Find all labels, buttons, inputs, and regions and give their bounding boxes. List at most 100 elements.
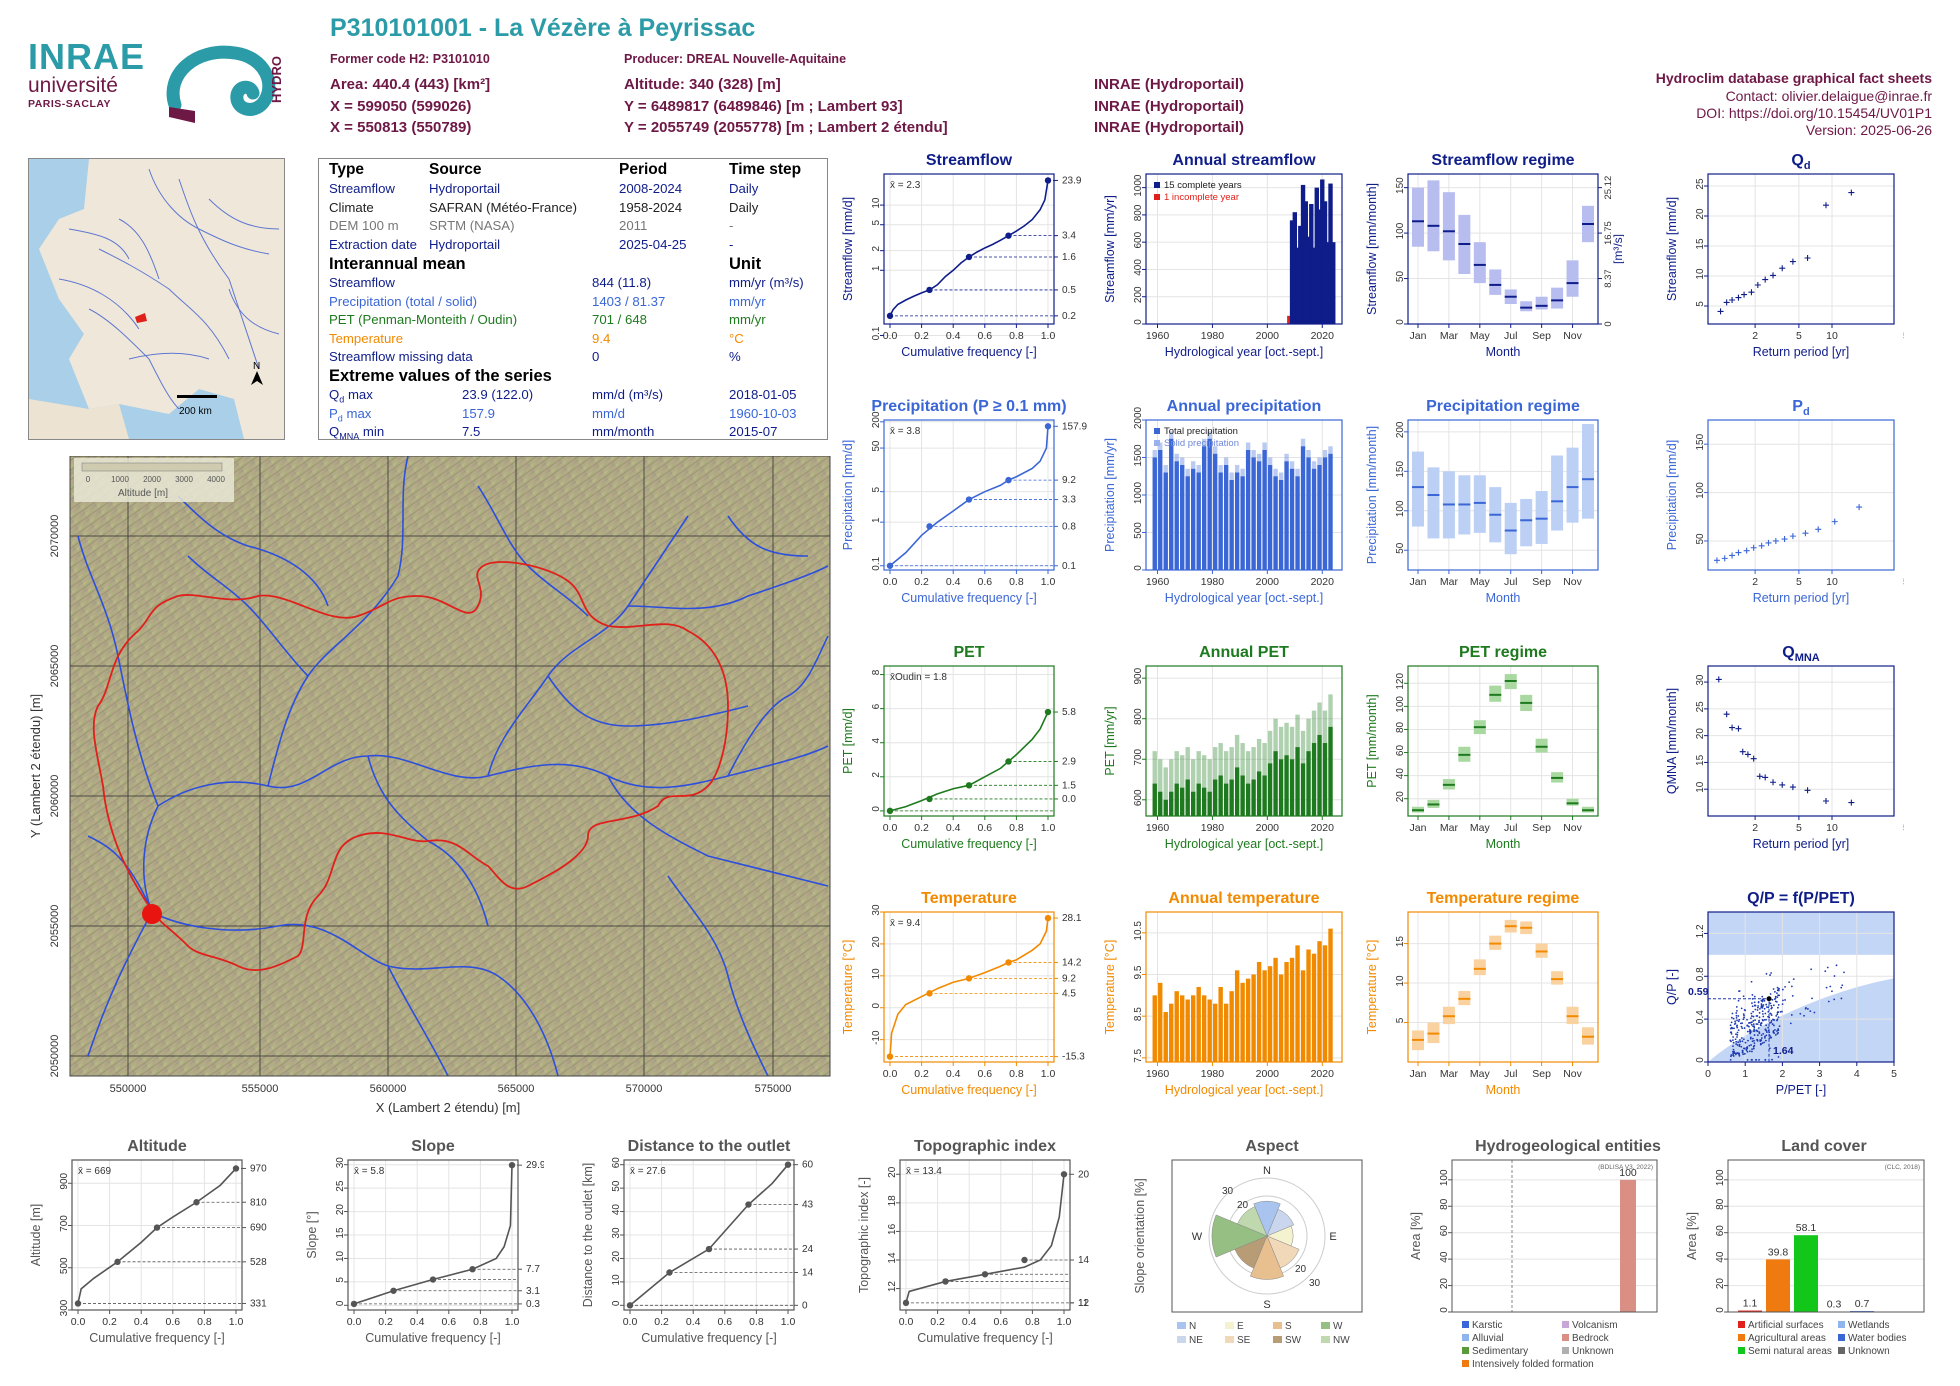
data-point [1776, 996, 1779, 999]
cumulative-curve [889, 426, 1049, 567]
data-point [1745, 1048, 1748, 1051]
x-tick-label: 0.0 [883, 1068, 898, 1080]
y-tick-label: 30 [871, 904, 882, 916]
bar [1289, 957, 1295, 1062]
data-point [1752, 1019, 1755, 1022]
data-point [1742, 1038, 1745, 1041]
extreme-date: 2015-07 [729, 424, 778, 439]
data-point [1736, 1044, 1739, 1046]
y-axis-label: PET [mm/month] [1365, 694, 1379, 788]
chart-title: Annual temperature [1168, 890, 1319, 907]
bar-light [1207, 431, 1212, 439]
y-tick-label: 8.5 [1133, 1007, 1144, 1021]
data-point [1750, 1058, 1753, 1061]
data-point [1756, 1023, 1759, 1025]
right-tick-label: 690 [250, 1223, 267, 1234]
x-tick-label: Sep [1532, 576, 1551, 588]
data-point [1746, 1018, 1748, 1021]
y-axis-label: Distance to the outlet [km] [581, 1163, 595, 1308]
rose-ring-label: 20 [1295, 1264, 1307, 1275]
data-point [1789, 258, 1796, 265]
data-point [1741, 291, 1748, 298]
source-2: INRAE (Hydroportail) [1094, 98, 1244, 115]
legend-swatch [1562, 1321, 1569, 1328]
y-tick-label: 300 [59, 1299, 70, 1316]
bar [1766, 1259, 1790, 1312]
bar [1300, 446, 1306, 570]
bar [1278, 480, 1284, 570]
catchment-map: 550000 555000 560000 565000 570000 575000 5 8 0 0… [28, 455, 920, 1121]
doi-link[interactable]: DOI: https://doi.org/10.15454/UV01P1 [1696, 105, 1932, 121]
river [607, 775, 829, 887]
legend-swatch [1273, 1336, 1282, 1343]
data-point [1734, 1038, 1737, 1041]
data-point [1743, 1047, 1746, 1050]
data-point [1780, 1010, 1783, 1013]
legend-label: Volcanism [1572, 1320, 1618, 1331]
bar-light [1218, 465, 1223, 473]
data-point [1791, 995, 1794, 997]
bar-light [1180, 457, 1185, 465]
data-point [1733, 1027, 1735, 1030]
y-tick-label: 600 [1133, 231, 1144, 248]
quantile-point [942, 1278, 949, 1285]
bar [1278, 974, 1284, 1062]
data-point [1765, 1018, 1768, 1021]
source-note: (BDLISA V3, 2022) [1598, 1164, 1653, 1171]
catchment-location-marker [135, 313, 147, 323]
box [1566, 447, 1579, 523]
legend-label: Total precipitation [1164, 426, 1238, 437]
quantile-point [886, 1053, 894, 1060]
bar [1212, 1003, 1218, 1062]
cumulative-curve [889, 180, 1049, 317]
data-point [1743, 1027, 1746, 1029]
data-point [1735, 1006, 1738, 1008]
bar-light [1234, 465, 1240, 473]
quantile-point [74, 1300, 82, 1307]
legend-swatch [1738, 1334, 1745, 1341]
mean-unit: mm/yr (m³/s) [729, 275, 804, 290]
streamflow-chart: Streamflow 0.1 1 2 5 10 0.0 0.2 0.4 0.6 0.8 1.0 23.9… [840, 150, 1090, 370]
river [477, 485, 589, 617]
page-title: P310101001 - La Vézère à Peyrissac [330, 14, 756, 42]
y-tick-label: 20 [1395, 791, 1406, 803]
data-point [1840, 986, 1843, 989]
bar [1309, 204, 1314, 324]
bar-light [1251, 747, 1256, 780]
data-point [1761, 1000, 1764, 1003]
chart-title: Altitude [127, 1138, 187, 1155]
data-point [1738, 990, 1741, 992]
quantile-point [626, 1302, 634, 1309]
bar-light [1223, 457, 1229, 465]
data-point [1750, 1023, 1753, 1026]
temperature-regime-chart: Temperature regime 5 10 15 Jan Mar May Jul Sep No… [1364, 888, 1624, 1108]
rose-slice [1250, 1235, 1284, 1280]
y-tick-label: 800 [1133, 204, 1144, 221]
bar [1284, 461, 1289, 570]
y-tick-label: 0 [871, 806, 882, 812]
box [1566, 260, 1579, 297]
x-tick-label: 0.2 [914, 822, 929, 834]
plot-frame [1145, 911, 1343, 1063]
x-axis-label: Cumulative frequency [-] [901, 1083, 1036, 1097]
slope-svg: Slope 0 5 10 15 20 25 30 0.0 0.2 0.4 0.6 0.8 1.0 29.9 7… [305, 1138, 546, 1345]
bar-light [1240, 468, 1245, 477]
bar [1245, 450, 1251, 570]
data-point [1739, 748, 1746, 755]
data-point [1790, 985, 1793, 988]
bar [1317, 465, 1322, 570]
quantile-point [508, 1161, 516, 1169]
bar [1306, 751, 1311, 816]
x-tick-label: Mar [1440, 330, 1459, 342]
x-tick-label: 2000 [1256, 1068, 1280, 1080]
y-tick-label: 2070000 [49, 515, 61, 558]
bar-light [1190, 759, 1196, 792]
y-tick-label: 150 [1395, 177, 1406, 194]
bar [1317, 734, 1322, 816]
data-point [1770, 779, 1777, 786]
data-point [1777, 1056, 1780, 1058]
data-point [1746, 1058, 1749, 1061]
data-point [1747, 1039, 1749, 1042]
data-point [1737, 1041, 1740, 1044]
bar [1223, 783, 1229, 816]
